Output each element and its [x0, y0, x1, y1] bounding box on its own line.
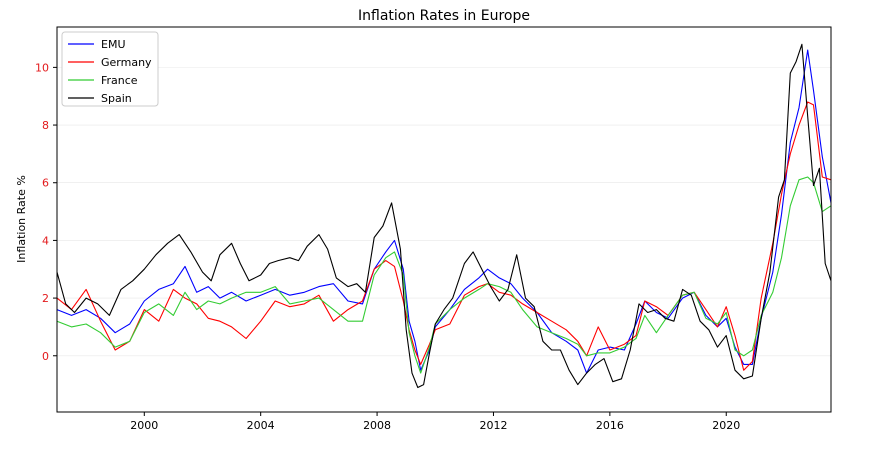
series-lines — [56, 43, 832, 389]
legend-label-spain: Spain — [101, 92, 132, 105]
legend-label-germany: Germany — [101, 56, 152, 69]
x-tick-label: 2008 — [363, 419, 391, 432]
y-tick-label: 0 — [42, 350, 49, 363]
legend-label-emu: EMU — [101, 38, 126, 51]
y-tick-label: 4 — [42, 234, 49, 247]
x-tick-label: 2000 — [130, 419, 158, 432]
y-tick-label: 2 — [42, 292, 49, 305]
y-tick-label: 8 — [42, 119, 49, 132]
series-line-france — [56, 176, 832, 374]
plot-frame — [56, 26, 832, 413]
x-tick-label: 2012 — [479, 419, 507, 432]
x-axis-ticks: 2000 2004 2008 2012 2016 2020 — [130, 412, 740, 432]
legend-label-france: France — [101, 74, 138, 87]
x-tick-label: 2020 — [712, 419, 740, 432]
series-line-germany — [56, 101, 832, 371]
legend-box — [61, 31, 159, 107]
y-tick-label: 6 — [42, 177, 49, 190]
chart-title: Inflation Rates in Europe — [358, 8, 530, 24]
y-axis-ticks: 0 2 4 6 8 10 — [35, 61, 57, 363]
x-tick-label: 2016 — [596, 419, 624, 432]
x-tick-label: 2004 — [247, 419, 275, 432]
y-axis-label: Inflation Rate % — [15, 175, 28, 263]
series-line-spain — [56, 43, 832, 389]
y-tick-label: 10 — [35, 61, 49, 74]
legend: EMU Germany France Spain — [61, 31, 159, 107]
plot-area — [57, 27, 831, 412]
